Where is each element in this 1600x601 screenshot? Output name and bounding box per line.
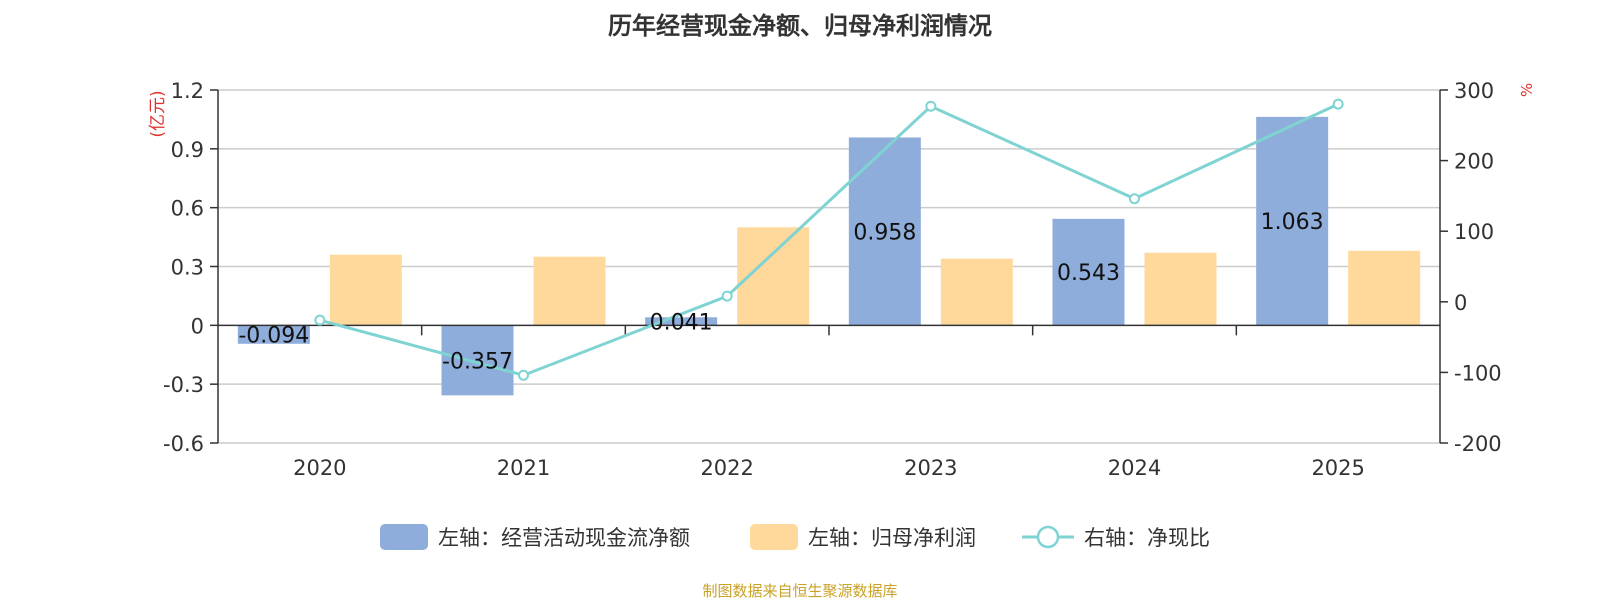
- right-tick-label: -100: [1454, 361, 1502, 385]
- cash-flow-data-label: -0.094: [238, 324, 309, 349]
- legend-swatch-cash: [380, 524, 428, 550]
- bars: [237, 116, 1421, 396]
- cash-flow-data-label: 0.958: [853, 220, 916, 245]
- legend-item-profit[interactable]: 左轴：归母净利润: [750, 522, 976, 552]
- left-tick-label: 0.9: [171, 138, 204, 162]
- legend-swatch-profit: [750, 524, 798, 550]
- gridlines: [218, 89, 1440, 444]
- ratio-line: [314, 98, 1344, 381]
- legend-label-ratio: 右轴：净现比: [1084, 526, 1210, 550]
- net-profit-bar: [533, 256, 606, 326]
- cash-flow-bar: [1256, 116, 1329, 326]
- left-tick-label: 0.6: [171, 197, 204, 221]
- x-tick-label: 2023: [904, 456, 957, 480]
- ratio-point: [1129, 193, 1140, 205]
- axes: -0.6 -0.3 0 0.3 0.6 0.9 1.2 -200 -100 0 100 200 300 (…: [148, 79, 1536, 480]
- source-note: 制图数据来自恒生聚源数据库: [702, 582, 898, 600]
- right-axis-unit: %: [1518, 83, 1536, 97]
- cash-flow-data-label: 0.041: [650, 310, 713, 335]
- net-profit-bar: [1144, 252, 1217, 326]
- right-tick-label: 100: [1454, 220, 1494, 244]
- cash-flow-bar: [848, 137, 921, 326]
- data-labels: -0.094 -0.357 0.041 0.958 0.543 1.063: [238, 210, 1323, 374]
- cash-flow-bar: [441, 325, 514, 396]
- legend-item-ratio[interactable]: 右轴：净现比: [1022, 522, 1210, 552]
- left-tick-label: -0.3: [163, 373, 204, 397]
- ratio-point: [925, 100, 937, 112]
- right-tick-label: 300: [1454, 79, 1494, 103]
- cash-flow-data-label: -0.357: [442, 349, 513, 374]
- left-tick-label: 1.2: [171, 79, 204, 103]
- ratio-line-path: [319, 102, 1339, 377]
- left-tick-label: -0.6: [163, 432, 204, 456]
- right-tick-label: -200: [1454, 432, 1502, 456]
- cash-flow-data-label: 1.063: [1261, 210, 1324, 235]
- right-tick-label: 0: [1454, 291, 1467, 315]
- right-tick-label: 200: [1454, 150, 1494, 174]
- net-profit-bar: [1348, 250, 1421, 326]
- x-tick-label: 2020: [293, 456, 346, 480]
- cash-flow-bar: [645, 317, 718, 326]
- ratio-point: [518, 369, 529, 381]
- legend-swatch-ratio: [1022, 525, 1074, 549]
- x-tick-label: 2025: [1311, 456, 1364, 480]
- net-profit-bar: [329, 254, 402, 326]
- cash-flow-bar: [237, 325, 310, 344]
- x-tick-label: 2024: [1108, 456, 1161, 480]
- x-tick-label: 2022: [700, 456, 753, 480]
- ratio-point: [1332, 98, 1344, 110]
- legend-label-cash: 左轴：经营活动现金流净额: [438, 526, 690, 550]
- chart-title: 历年经营现金净额、归母净利润情况: [608, 12, 992, 40]
- ratio-point: [721, 290, 733, 302]
- legend-label-profit: 左轴：归母净利润: [808, 526, 976, 550]
- x-tick-label: 2021: [497, 456, 550, 480]
- left-tick-label: 0: [191, 314, 204, 338]
- cash-flow-bar: [1052, 218, 1125, 326]
- left-tick-label: 0.3: [171, 256, 204, 280]
- left-axis-unit: (亿元): [148, 90, 168, 137]
- legend-item-cash[interactable]: 左轴：经营活动现金流净额: [380, 522, 690, 552]
- cash-flow-data-label: 0.543: [1057, 261, 1120, 286]
- ratio-point: [314, 314, 326, 326]
- net-profit-bar: [940, 258, 1013, 326]
